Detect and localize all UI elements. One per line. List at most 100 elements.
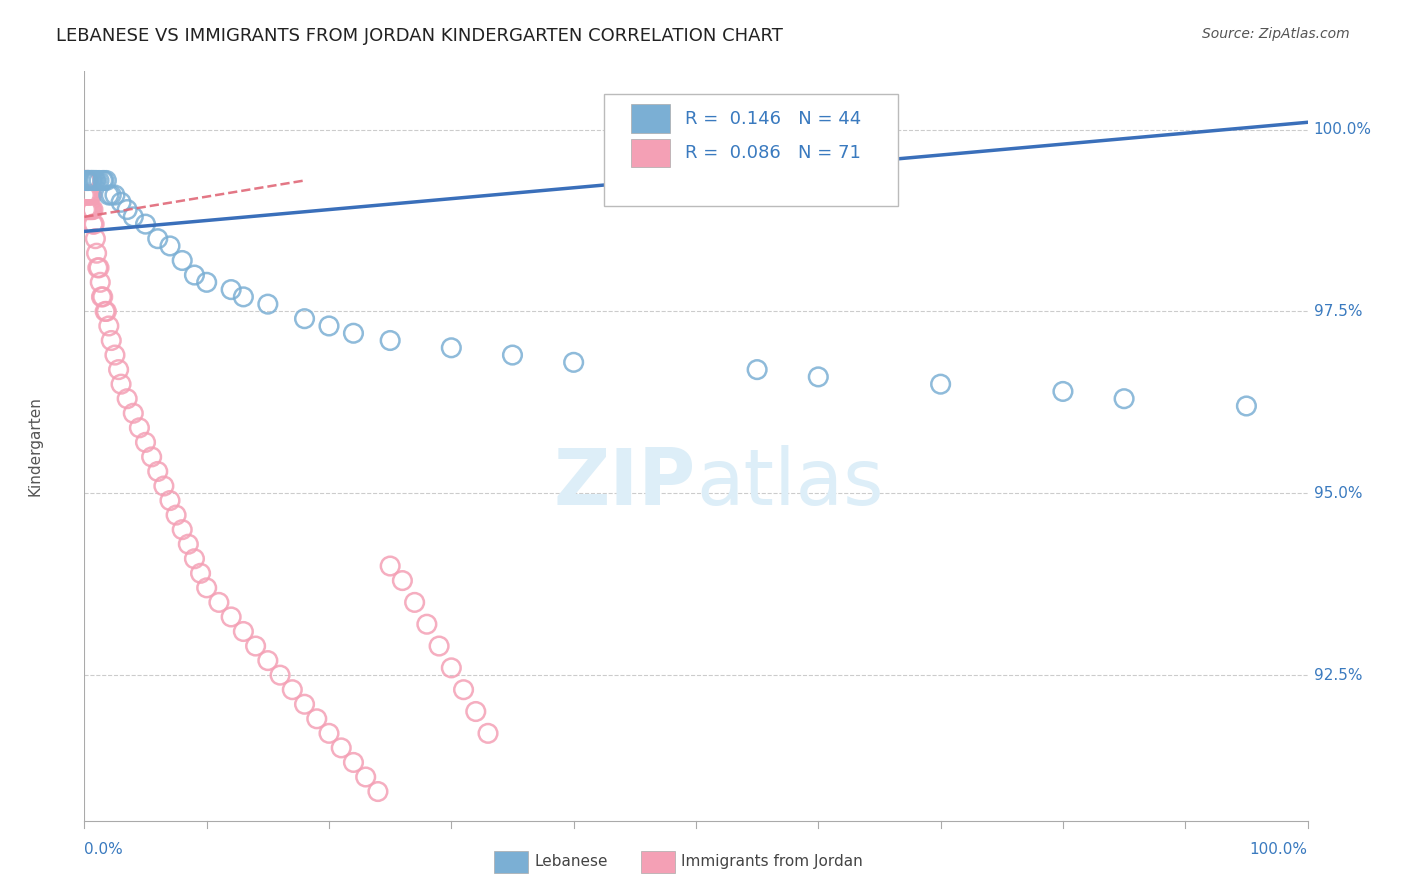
Text: 100.0%: 100.0%: [1250, 842, 1308, 857]
Point: [269, 668, 291, 682]
Point: [82, 202, 104, 217]
Point: [77, 202, 100, 217]
Point: [342, 326, 364, 341]
Point: [1236, 399, 1258, 413]
Point: [159, 493, 181, 508]
Point: [135, 435, 157, 450]
Point: [82, 173, 104, 187]
Point: [75, 188, 97, 202]
Point: [79, 188, 101, 202]
FancyBboxPatch shape: [641, 851, 675, 873]
Text: ZIP: ZIP: [554, 445, 696, 522]
Point: [80, 173, 103, 187]
Point: [80, 188, 103, 202]
Text: Immigrants from Jordan: Immigrants from Jordan: [682, 855, 863, 870]
Point: [440, 341, 463, 355]
Point: [135, 217, 157, 231]
Point: [73, 173, 96, 187]
Point: [367, 784, 389, 798]
Point: [219, 610, 242, 624]
Point: [82, 217, 104, 231]
Point: [115, 392, 138, 406]
Point: [305, 712, 328, 726]
Point: [100, 334, 122, 348]
Point: [75, 173, 97, 187]
Point: [380, 334, 402, 348]
Point: [165, 508, 187, 522]
Text: 95.0%: 95.0%: [1313, 486, 1362, 500]
Point: [77, 173, 100, 187]
Point: [104, 348, 127, 362]
Point: [83, 217, 105, 231]
Point: [77, 188, 100, 202]
FancyBboxPatch shape: [631, 139, 671, 168]
Point: [354, 770, 377, 784]
Point: [807, 370, 830, 384]
Point: [502, 348, 524, 362]
Point: [77, 173, 100, 187]
Point: [107, 362, 129, 376]
Point: [318, 318, 340, 333]
Point: [79, 202, 101, 217]
Point: [257, 297, 280, 311]
Point: [77, 173, 100, 187]
Point: [97, 318, 120, 333]
Point: [1052, 384, 1074, 399]
Text: 0.0%: 0.0%: [84, 842, 124, 857]
Point: [94, 304, 117, 318]
Text: 97.5%: 97.5%: [1313, 304, 1362, 319]
Point: [76, 173, 98, 187]
Point: [294, 311, 316, 326]
Point: [84, 232, 107, 246]
Point: [100, 188, 122, 202]
Point: [146, 465, 169, 479]
Point: [80, 202, 103, 217]
Point: [183, 551, 205, 566]
Point: [453, 682, 475, 697]
Point: [75, 173, 97, 187]
Point: [342, 756, 364, 770]
Point: [122, 406, 145, 420]
Point: [380, 559, 402, 574]
Text: 92.5%: 92.5%: [1313, 667, 1362, 682]
Point: [391, 574, 413, 588]
Point: [110, 195, 132, 210]
Text: Lebanese: Lebanese: [534, 855, 607, 870]
Point: [110, 377, 132, 392]
Point: [89, 276, 111, 290]
Point: [80, 173, 103, 187]
Point: [91, 173, 114, 187]
Point: [477, 726, 499, 740]
Point: [464, 705, 486, 719]
Point: [87, 260, 110, 275]
Point: [195, 581, 218, 595]
Point: [245, 639, 267, 653]
Point: [96, 304, 118, 318]
Point: [232, 624, 254, 639]
Point: [87, 260, 110, 275]
Point: [153, 479, 176, 493]
Point: [86, 246, 108, 260]
Point: [190, 566, 212, 581]
Point: [77, 173, 100, 187]
Point: [122, 210, 145, 224]
Point: [427, 639, 450, 653]
Point: [84, 173, 107, 187]
Point: [96, 173, 118, 187]
Point: [73, 188, 96, 202]
Point: [93, 173, 115, 187]
FancyBboxPatch shape: [494, 851, 529, 873]
Point: [76, 202, 98, 217]
Point: [76, 188, 98, 202]
Point: [83, 173, 105, 187]
Point: [294, 698, 316, 712]
Text: Source: ZipAtlas.com: Source: ZipAtlas.com: [1202, 27, 1350, 41]
Point: [562, 355, 585, 369]
Point: [141, 450, 163, 464]
Point: [172, 523, 194, 537]
Text: R =  0.146   N = 44: R = 0.146 N = 44: [685, 110, 862, 128]
Point: [195, 276, 218, 290]
Point: [208, 595, 231, 609]
Point: [318, 726, 340, 740]
FancyBboxPatch shape: [605, 94, 898, 206]
